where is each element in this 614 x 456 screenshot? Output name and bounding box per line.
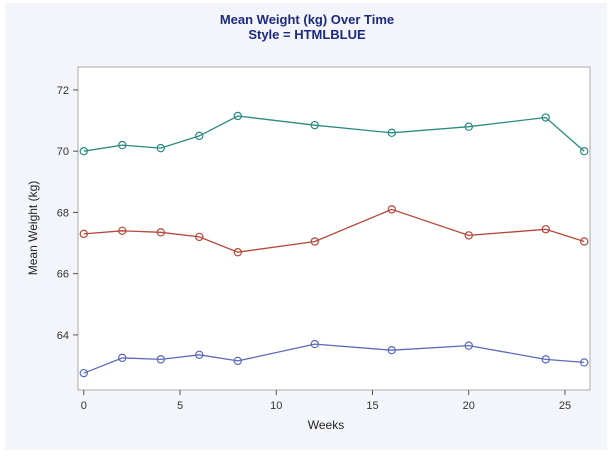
x-tick-label: 15 xyxy=(366,400,378,412)
data-point xyxy=(156,143,165,153)
data-point xyxy=(156,355,165,364)
data-point xyxy=(464,122,473,131)
data-point xyxy=(195,350,204,359)
data-point xyxy=(79,146,88,156)
data-point xyxy=(195,131,204,141)
data-point xyxy=(580,146,589,156)
data-point xyxy=(310,120,319,130)
y-tick-label: 72 xyxy=(57,85,69,97)
data-point xyxy=(464,231,473,240)
series-2 xyxy=(79,205,589,257)
data-point xyxy=(310,339,319,349)
data-point xyxy=(233,111,242,121)
chart-titles: Mean Weight (kg) Over Time Style = HTMLB… xyxy=(0,12,614,42)
y-tick-label: 70 xyxy=(57,146,69,158)
y-tick-label: 66 xyxy=(57,269,69,281)
series-1 xyxy=(79,111,589,156)
x-tick-label: 0 xyxy=(81,400,87,412)
chart-subtitle: Style = HTMLBLUE xyxy=(248,27,366,42)
series-line xyxy=(83,208,585,253)
data-point xyxy=(118,353,127,363)
data-point xyxy=(387,205,396,214)
series-line xyxy=(83,343,585,374)
data-point xyxy=(118,140,127,150)
data-point xyxy=(233,356,242,366)
data-point xyxy=(118,226,127,235)
data-point xyxy=(156,228,165,237)
data-point xyxy=(541,113,550,122)
data-point xyxy=(541,355,550,364)
x-tick-label: 5 xyxy=(177,400,183,412)
series-3 xyxy=(79,339,589,378)
y-axis-title: Mean Weight (kg) xyxy=(26,181,40,275)
x-tick-label: 25 xyxy=(559,400,571,412)
data-point xyxy=(195,232,204,242)
data-point xyxy=(79,229,88,239)
data-point xyxy=(541,225,550,234)
y-tick-label: 64 xyxy=(57,330,69,342)
data-point xyxy=(79,368,88,378)
plot-area xyxy=(77,66,591,391)
x-tick-label: 20 xyxy=(463,400,475,412)
y-tick-label: 68 xyxy=(57,207,69,219)
data-point xyxy=(580,237,589,246)
data-point xyxy=(233,248,242,257)
chart-title: Mean Weight (kg) Over Time xyxy=(219,12,395,27)
data-point xyxy=(387,345,396,355)
data-point xyxy=(580,358,589,367)
series-line xyxy=(83,115,585,152)
data-point xyxy=(387,128,396,138)
x-axis-title: Weeks xyxy=(308,418,344,432)
data-point xyxy=(310,237,319,246)
x-tick-label: 10 xyxy=(270,400,282,412)
data-point xyxy=(464,341,473,350)
